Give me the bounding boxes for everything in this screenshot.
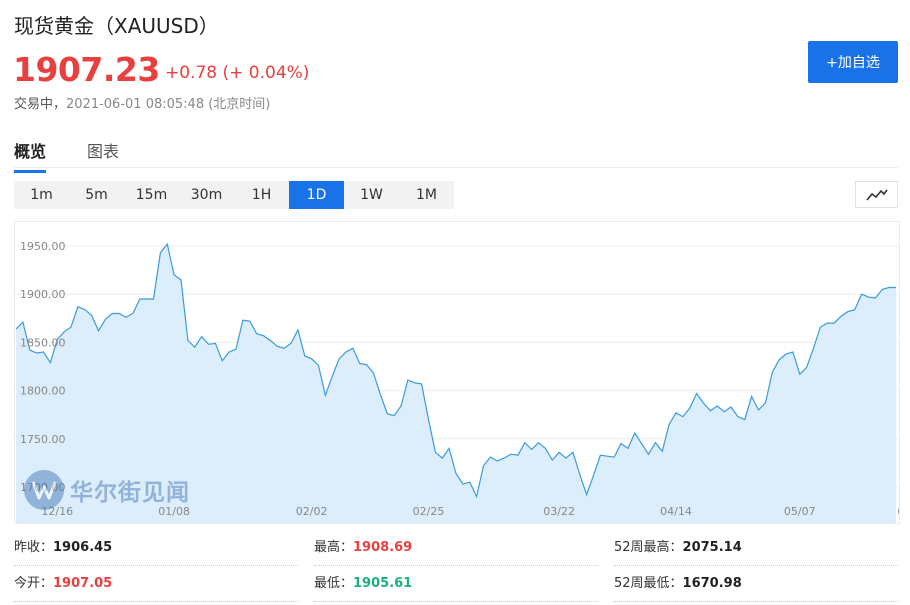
range-1h[interactable]: 1H bbox=[251, 187, 272, 203]
stat-value: 1670.98 bbox=[682, 576, 742, 591]
x-tick-label: 05/07 bbox=[784, 505, 816, 518]
stat-52w-low: 52周最低：1670.98 bbox=[614, 566, 898, 602]
price-line bbox=[15, 242, 896, 499]
y-tick-label: 1900.00 bbox=[20, 288, 66, 301]
stat-value: 1906.45 bbox=[53, 540, 113, 555]
timestamp: 2021-06-01 08:05:48 (北京时间) bbox=[66, 97, 271, 112]
stat-52w-high: 52周最高：2075.14 bbox=[614, 530, 898, 566]
stat-label: 52周最低： bbox=[614, 576, 683, 591]
stat-label: 昨收： bbox=[14, 540, 54, 555]
watermark: 华尔街见闻 bbox=[24, 470, 190, 510]
x-tick-label: 06/0 bbox=[897, 505, 899, 518]
range-5m[interactable]: 5m bbox=[85, 187, 108, 203]
stat-value: 2075.14 bbox=[682, 540, 742, 555]
x-tick-label: 02/25 bbox=[413, 505, 445, 518]
time-range-selector: 1m 5m 15m 30m 1H 1D 1W 1M bbox=[14, 181, 454, 209]
stat-prev-close: 昨收：1906.45 bbox=[14, 530, 298, 566]
stat-value: 1908.69 bbox=[353, 540, 413, 555]
stat-label: 最高： bbox=[314, 540, 354, 555]
x-tick-label: 04/14 bbox=[660, 505, 692, 518]
stat-low: 最低：1905.61 bbox=[314, 566, 598, 602]
range-1d[interactable]: 1D bbox=[289, 181, 344, 209]
tab-bar: 概览 图表 bbox=[14, 136, 898, 173]
x-tick-label: 02/02 bbox=[296, 505, 328, 518]
range-1w[interactable]: 1W bbox=[360, 187, 383, 203]
x-tick-label: 12/16 bbox=[41, 505, 73, 518]
y-tick-label: 1950.00 bbox=[20, 240, 66, 253]
current-price: 1907.23 bbox=[13, 50, 160, 89]
x-tick-label: 01/08 bbox=[158, 505, 190, 518]
tab-overview[interactable]: 概览 bbox=[14, 138, 47, 173]
stat-label: 52周最高： bbox=[614, 540, 683, 555]
price-chart-svg: 1700.00 1750.00 1800.00 1850.00 1900.00 1950.… bbox=[15, 240, 910, 523]
price-chart: 1700.00 1750.00 1800.00 1850.00 1900.00 1950.… bbox=[14, 221, 910, 524]
price-change: +0.78 (+ 0.04%) bbox=[165, 63, 310, 83]
trading-status: 交易中，2021-06-01 08:05:48 (北京时间) bbox=[14, 93, 270, 112]
stat-label: 今开： bbox=[14, 576, 54, 591]
y-tick-label: 1750.00 bbox=[20, 433, 66, 446]
stat-open: 今开：1907.05 bbox=[14, 566, 298, 602]
y-tick-label: 1800.00 bbox=[20, 385, 66, 398]
page-title: 现货黄金（XAUUSD） bbox=[14, 14, 219, 38]
price-area bbox=[16, 244, 896, 523]
add-to-watchlist-button[interactable]: +加自选 bbox=[808, 41, 898, 83]
x-tick-label: 03/22 bbox=[543, 505, 575, 518]
watermark-text: 华尔街见闻 bbox=[70, 479, 190, 506]
chart-type-toggle[interactable] bbox=[855, 181, 898, 208]
stat-value: 1905.61 bbox=[353, 576, 413, 591]
stat-label: 最低： bbox=[314, 576, 354, 591]
range-1m[interactable]: 1m bbox=[30, 187, 53, 203]
stat-high: 最高：1908.69 bbox=[314, 530, 598, 566]
y-tick-label: 1850.00 bbox=[20, 336, 66, 349]
brand-logo-icon bbox=[24, 470, 64, 510]
tab-chart[interactable]: 图表 bbox=[87, 142, 120, 161]
range-30m[interactable]: 30m bbox=[190, 187, 223, 203]
line-chart-icon bbox=[865, 189, 888, 201]
stat-value: 1907.05 bbox=[53, 576, 113, 591]
range-1mo[interactable]: 1M bbox=[416, 187, 437, 203]
status-label: 交易中， bbox=[14, 97, 67, 112]
y-tick-label: 1700.00 bbox=[20, 481, 66, 494]
range-15m[interactable]: 15m bbox=[135, 187, 168, 203]
